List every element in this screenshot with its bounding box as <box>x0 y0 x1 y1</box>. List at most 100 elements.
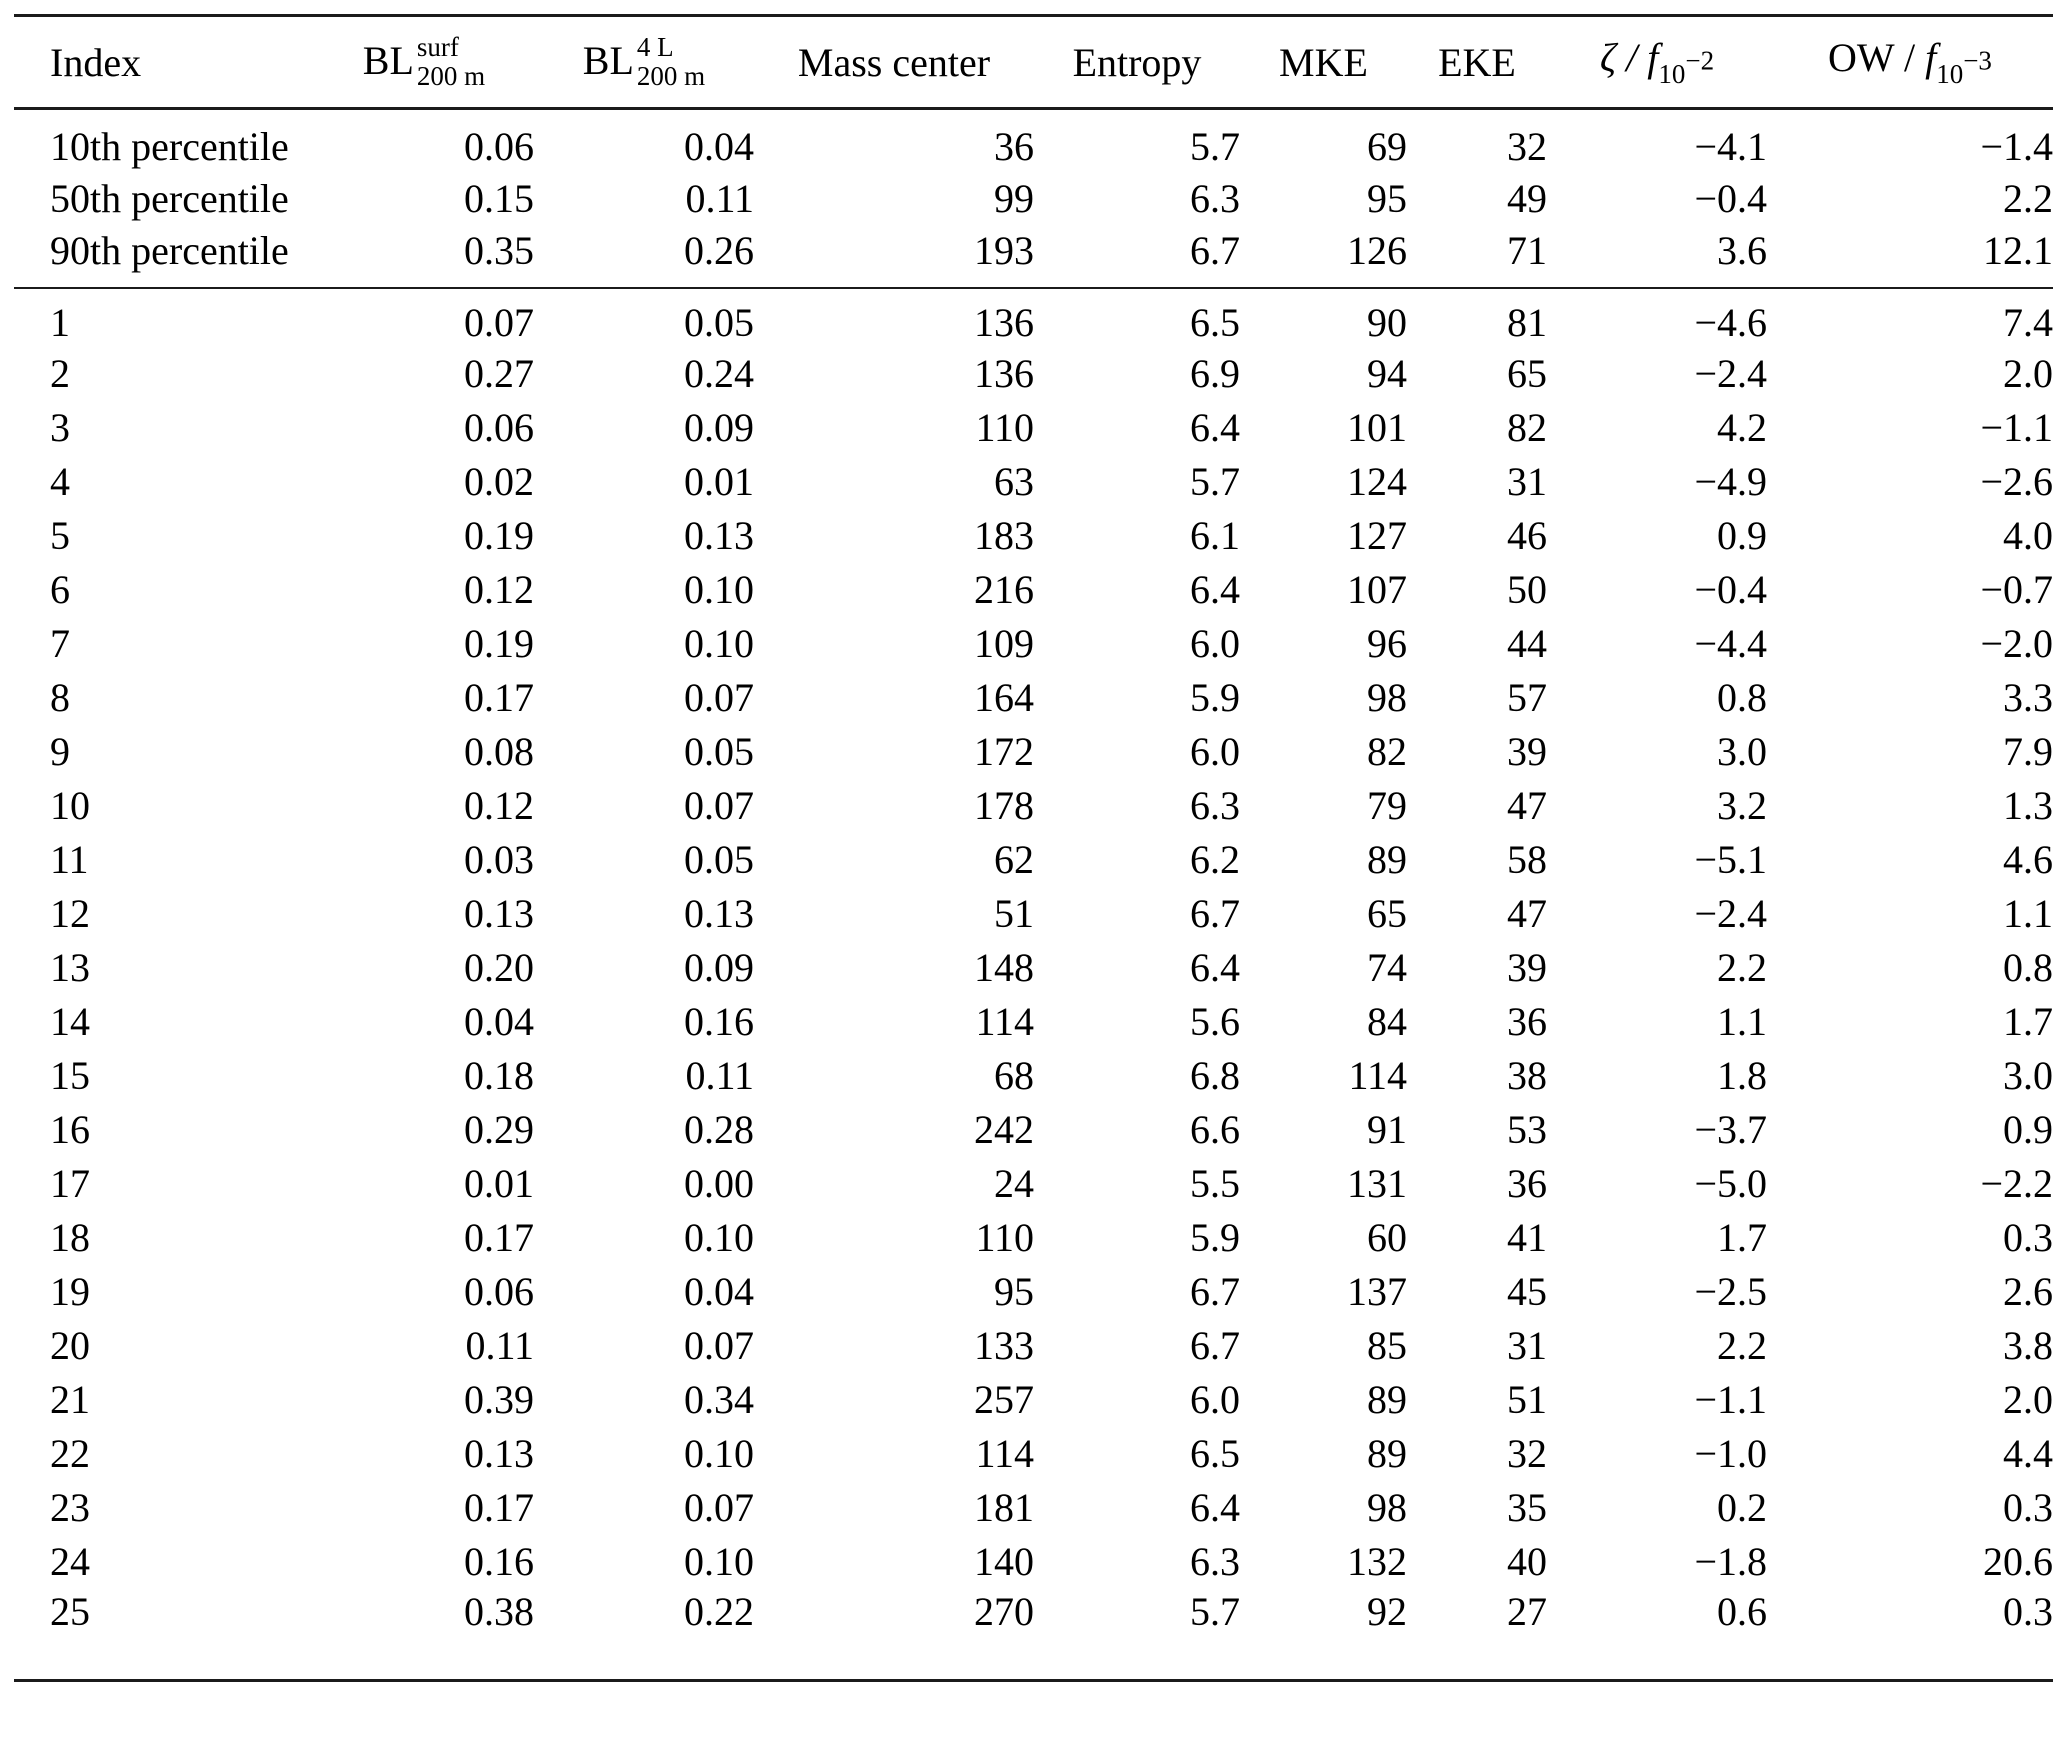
row-index-cell: 8 <box>50 674 70 720</box>
header-row: Index BL surf 200 m BL 4 L 200 m Mass center… <box>14 15 2053 110</box>
value-cell: −4.1 <box>1694 124 1767 169</box>
value-cell: 57 <box>1507 674 1547 720</box>
value-cell: −2.4 <box>1694 890 1767 936</box>
value-cell: 0.02 <box>464 458 534 504</box>
value-cell: −2.6 <box>1980 458 2053 504</box>
value-cell: 131 <box>1347 1160 1407 1206</box>
table-row: 23 0.17 0.07 181 6.4 98 35 0.2 0.3 <box>14 1480 2053 1534</box>
subscript-base: 10 <box>1658 59 1686 90</box>
value-cell: 6.9 <box>1190 350 1240 396</box>
row-index-cell: 19 <box>50 1268 90 1314</box>
percentile-section: 10th percentile 0.06 0.04 36 5.7 69 32 −4.1 −1.4… <box>14 109 2053 289</box>
value-cell: −5.1 <box>1694 836 1767 882</box>
value-cell: −4.4 <box>1694 620 1767 666</box>
value-cell: 27 <box>1507 1589 1547 1634</box>
header-label: Entropy <box>1072 39 1202 85</box>
value-cell: 0.28 <box>684 1106 754 1152</box>
value-cell: 0.10 <box>684 1430 754 1476</box>
table-row: 14 0.04 0.16 114 5.6 84 36 1.1 1.7 <box>14 994 2053 1048</box>
column-header-mke: MKE <box>1240 15 1407 110</box>
value-cell: 0.07 <box>684 1322 754 1368</box>
value-cell: 5.7 <box>1190 458 1240 504</box>
row-index-cell: 13 <box>50 944 90 990</box>
column-header-zeta-over-f: ζ / f10−2 <box>1547 15 1767 110</box>
value-cell: 6.1 <box>1190 512 1240 558</box>
value-cell: 7.4 <box>2003 300 2053 345</box>
value-cell: 68 <box>994 1052 1034 1098</box>
value-cell: 0.19 <box>464 512 534 558</box>
table-row: 2 0.27 0.24 136 6.9 94 65 −2.4 2.0 <box>14 346 2053 400</box>
value-cell: 89 <box>1367 1376 1407 1422</box>
table-row: 6 0.12 0.10 216 6.4 107 50 −0.4 −0.7 <box>14 562 2053 616</box>
header-label: MKE <box>1279 39 1368 85</box>
table-row: 18 0.17 0.10 110 5.9 60 41 1.7 0.3 <box>14 1210 2053 1264</box>
table-row: 25 0.38 0.22 270 5.7 92 27 0.6 0.3 <box>14 1588 2053 1681</box>
row-index-cell: 12 <box>50 890 90 936</box>
value-cell: 63 <box>994 458 1034 504</box>
value-cell: 84 <box>1367 998 1407 1044</box>
value-cell: 0.06 <box>464 404 534 450</box>
table-row: 11 0.03 0.05 62 6.2 89 58 −5.1 4.6 <box>14 832 2053 886</box>
value-cell: 136 <box>974 350 1034 396</box>
row-index-cell: 21 <box>50 1376 90 1422</box>
row-index-cell: 1 <box>50 300 70 345</box>
value-cell: 6.6 <box>1190 1106 1240 1152</box>
column-header-ow-over-f: OW / f10−3 <box>1767 15 2053 110</box>
value-cell: −1.4 <box>1980 124 2053 169</box>
header-subscript: 10−2 <box>1658 46 1714 90</box>
value-cell: 2.6 <box>2003 1268 2053 1314</box>
header-supsub: surf 200 m <box>416 32 486 91</box>
value-cell: 0.03 <box>464 836 534 882</box>
value-cell: 40 <box>1507 1538 1547 1584</box>
value-cell: −0.4 <box>1694 176 1767 221</box>
value-cell: 0.10 <box>684 1538 754 1584</box>
value-cell: 95 <box>994 1268 1034 1314</box>
value-cell: 2.2 <box>1717 1322 1767 1368</box>
value-cell: −4.9 <box>1694 458 1767 504</box>
row-index-cell: 24 <box>50 1538 90 1584</box>
row-index-cell: 7 <box>50 620 70 666</box>
value-cell: 45 <box>1507 1268 1547 1314</box>
value-cell: 0.35 <box>314 227 534 289</box>
value-cell: 140 <box>974 1538 1034 1584</box>
value-cell: 0.04 <box>684 1268 754 1314</box>
header-subscript: 200 m <box>636 61 706 91</box>
value-cell: 6.5 <box>1190 1430 1240 1476</box>
value-cell: 3.2 <box>1717 782 1767 828</box>
row-index-cell: 15 <box>50 1052 90 1098</box>
value-cell: 0.04 <box>464 998 534 1044</box>
value-cell: 0.22 <box>684 1589 754 1634</box>
row-index-cell: 23 <box>50 1484 90 1530</box>
value-cell: 6.7 <box>1190 1268 1240 1314</box>
value-cell: 31 <box>1507 1322 1547 1368</box>
header-supsub: 4 L 200 m <box>636 32 706 91</box>
value-cell: 91 <box>1367 1106 1407 1152</box>
value-cell: 99 <box>994 176 1034 221</box>
value-cell: 4.6 <box>2003 836 2053 882</box>
value-cell: 148 <box>974 944 1034 990</box>
value-cell: 38 <box>1507 1052 1547 1098</box>
value-cell: 0.13 <box>464 890 534 936</box>
value-cell: 216 <box>974 566 1034 612</box>
value-cell: 2.2 <box>1717 944 1767 990</box>
value-cell: 133 <box>974 1322 1034 1368</box>
value-cell: 6.0 <box>1190 728 1240 774</box>
value-cell: 109 <box>974 620 1034 666</box>
value-cell: 6.4 <box>1190 1484 1240 1530</box>
header-subscript: 200 m <box>416 61 486 91</box>
row-index-cell: 20 <box>50 1322 90 1368</box>
value-cell: 0.17 <box>464 1484 534 1530</box>
value-cell: 0.04 <box>684 124 754 169</box>
value-cell: 1.1 <box>1717 998 1767 1044</box>
value-cell: 0.17 <box>464 674 534 720</box>
value-cell: 6.3 <box>1190 1538 1240 1584</box>
value-cell: 81 <box>1507 300 1547 345</box>
value-cell: 242 <box>974 1106 1034 1152</box>
value-cell: 164 <box>974 674 1034 720</box>
value-cell: 0.2 <box>1717 1484 1767 1530</box>
value-cell: 0.19 <box>464 620 534 666</box>
value-cell: 35 <box>1507 1484 1547 1530</box>
value-cell: 31 <box>1507 458 1547 504</box>
value-cell: 3.3 <box>2003 674 2053 720</box>
value-cell: 0.07 <box>684 782 754 828</box>
